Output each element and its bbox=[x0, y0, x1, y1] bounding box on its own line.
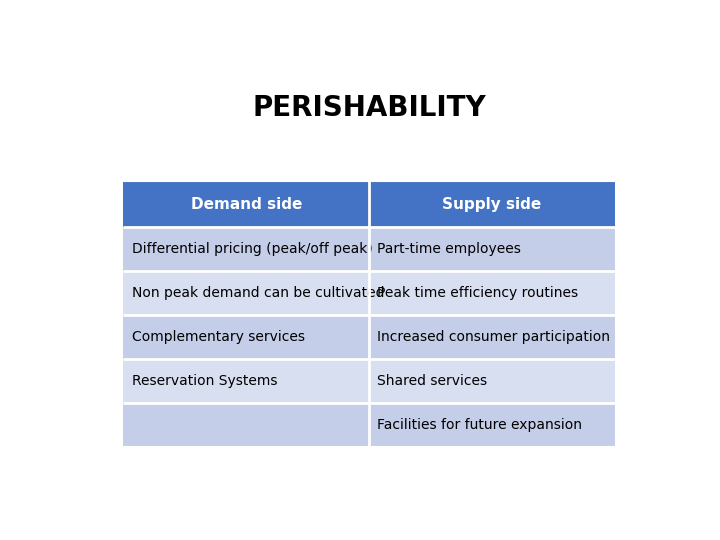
Text: Non peak demand can be cultivated: Non peak demand can be cultivated bbox=[132, 286, 384, 300]
Bar bbox=[124, 403, 369, 447]
Text: Peak time efficiency routines: Peak time efficiency routines bbox=[377, 286, 578, 300]
Bar bbox=[369, 403, 615, 447]
Bar bbox=[369, 271, 615, 315]
Text: Differential pricing (peak/off peak): Differential pricing (peak/off peak) bbox=[132, 242, 373, 256]
Bar bbox=[124, 315, 369, 359]
Bar bbox=[369, 227, 615, 271]
Bar bbox=[124, 359, 369, 403]
Text: PERISHABILITY: PERISHABILITY bbox=[252, 94, 486, 122]
Bar bbox=[124, 271, 369, 315]
Text: Demand side: Demand side bbox=[191, 197, 302, 212]
Text: Increased consumer participation: Increased consumer participation bbox=[377, 330, 611, 344]
Bar bbox=[369, 181, 615, 227]
Text: Reservation Systems: Reservation Systems bbox=[132, 374, 277, 388]
Text: Part-time employees: Part-time employees bbox=[377, 242, 521, 256]
Bar bbox=[369, 315, 615, 359]
Bar bbox=[124, 227, 369, 271]
Bar bbox=[369, 359, 615, 403]
Text: Shared services: Shared services bbox=[377, 374, 487, 388]
Text: Facilities for future expansion: Facilities for future expansion bbox=[377, 418, 582, 433]
Bar bbox=[124, 181, 369, 227]
Text: Supply side: Supply side bbox=[442, 197, 541, 212]
Text: Complementary services: Complementary services bbox=[132, 330, 305, 344]
